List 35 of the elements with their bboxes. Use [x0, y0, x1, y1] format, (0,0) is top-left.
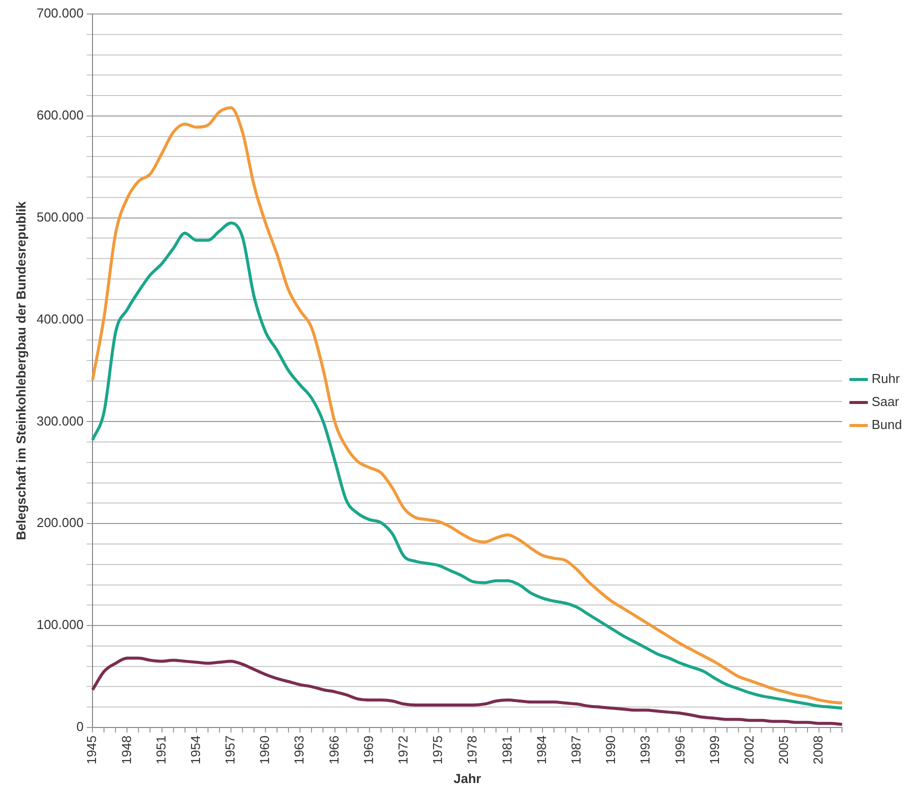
- legend-label: Bund: [872, 417, 902, 432]
- x-tick-label: 2002: [741, 735, 756, 764]
- x-tick-label: 1975: [430, 735, 446, 764]
- y-tick-label: 200.000: [36, 515, 84, 530]
- x-tick-label: 1963: [292, 735, 307, 764]
- x-tick-label: 2008: [810, 735, 826, 764]
- x-tick-label: 1969: [360, 735, 376, 764]
- x-tick-label: 1960: [257, 735, 272, 764]
- x-tick-label: 1999: [706, 735, 722, 764]
- x-tick-label: 1957: [222, 735, 238, 764]
- legend-label: Ruhr: [872, 371, 900, 386]
- x-tick-label: 1966: [326, 735, 342, 764]
- y-axis-title: Belegschaft im Steinkohlebergbau der Bundesrepublik: [13, 200, 28, 540]
- x-tick-label: 1972: [396, 735, 411, 764]
- x-tick-label: 1951: [153, 735, 168, 764]
- legend-label: Saar: [872, 394, 900, 410]
- x-tick-label: 1978: [464, 735, 480, 764]
- x-tick-label: 1948: [118, 735, 134, 764]
- x-tick-label: 1954: [188, 735, 203, 764]
- y-tick-label: 400.000: [36, 311, 84, 326]
- x-tick-label: 1981: [499, 735, 514, 764]
- y-tick-label: 700.000: [36, 6, 84, 21]
- y-tick-label: 300.000: [36, 413, 84, 428]
- x-tick-label: 1984: [534, 735, 549, 764]
- y-tick-label: 600.000: [36, 108, 84, 123]
- x-tick-label: 1990: [603, 735, 618, 764]
- y-tick-label: 100.000: [36, 617, 84, 632]
- y-tick-label: 500.000: [36, 209, 84, 224]
- x-axis-title: Jahr: [454, 770, 482, 786]
- y-tick-label: 0: [76, 719, 84, 734]
- x-tick-label: 1945: [84, 735, 100, 764]
- x-tick-label: 1987: [568, 735, 584, 764]
- x-tick-label: 2005: [776, 735, 792, 764]
- x-tick-label: 1996: [672, 735, 688, 764]
- x-tick-label: 1993: [638, 735, 653, 764]
